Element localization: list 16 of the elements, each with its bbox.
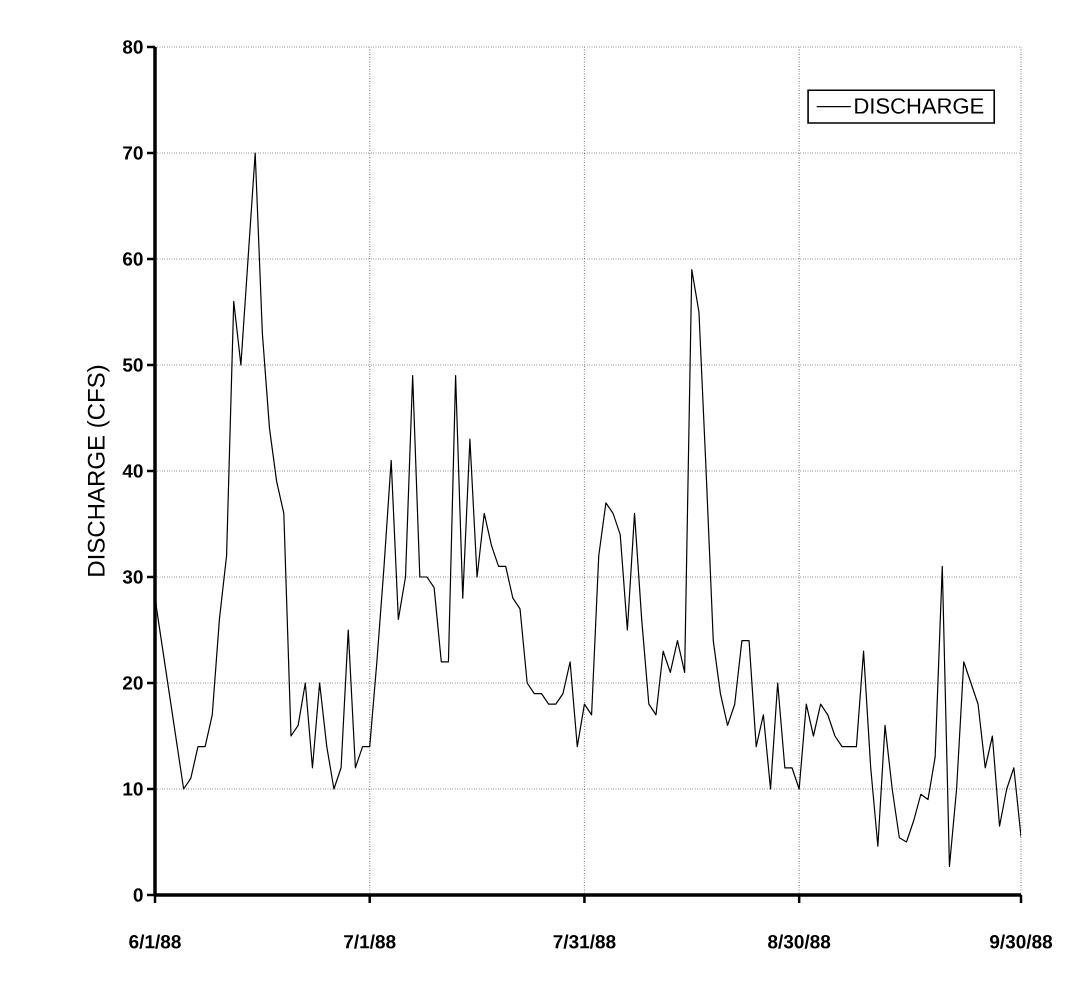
x-tick-label: 6/1/88 (129, 934, 181, 949)
y-tick-label: 50 (122, 358, 143, 372)
y-tick-label: 30 (122, 570, 143, 584)
y-tick-label: 10 (123, 782, 143, 796)
y-tick-label: 60 (123, 252, 143, 266)
y-tick-label: 20 (122, 676, 143, 690)
x-tick-label: 8/30/88 (768, 934, 831, 949)
x-tick-label: 9/30/88 (989, 934, 1053, 949)
y-tick-label: 80 (122, 40, 143, 54)
y-tick-label: 40 (122, 464, 143, 478)
legend-label: DISCHARGE (855, 98, 984, 114)
x-tick-label: 7/31/88 (553, 934, 616, 949)
y-tick-label: 0 (133, 888, 143, 902)
y-axis-title: DISCHARGE (CFS) (87, 365, 110, 576)
y-tick-label: 70 (123, 146, 143, 160)
x-tick-label: 7/1/88 (344, 934, 396, 949)
